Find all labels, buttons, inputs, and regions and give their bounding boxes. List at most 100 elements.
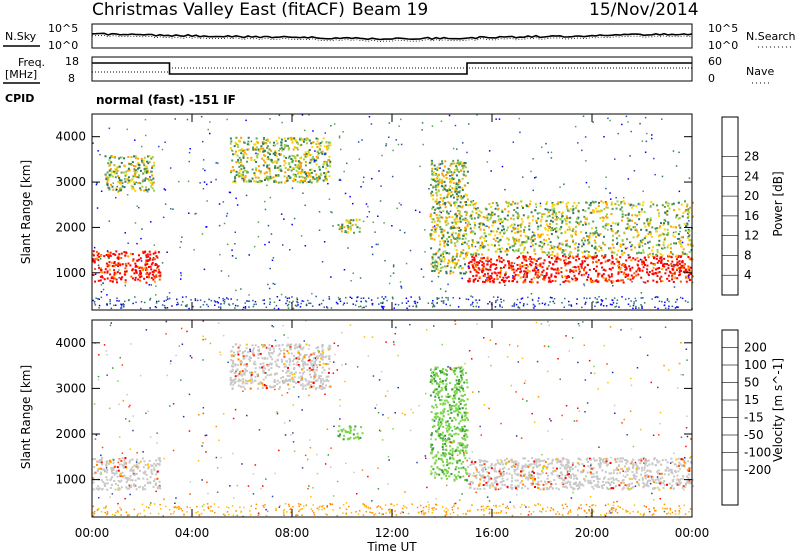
data-cell: [111, 476, 114, 479]
data-cell: [431, 432, 433, 435]
data-cell: [137, 477, 139, 480]
data-cell: [533, 267, 536, 270]
data-cell: [120, 252, 123, 255]
data-cell: [339, 179, 342, 181]
data-cell: [153, 478, 156, 481]
data-cell: [300, 384, 303, 387]
data-cell: [586, 278, 589, 281]
data-cell: [270, 160, 273, 163]
data-cell: [462, 267, 464, 269]
data-cell: [434, 228, 437, 231]
data-cell: [245, 343, 248, 346]
data-cell: [486, 280, 489, 283]
data-cell: [503, 299, 505, 302]
data-cell: [278, 366, 281, 368]
data-cell: [461, 414, 464, 417]
data-cell: [527, 205, 530, 208]
data-cell: [575, 303, 578, 305]
data-cell: [576, 217, 578, 220]
data-cell: [556, 252, 559, 255]
data-cell: [687, 243, 690, 246]
data-cell: [234, 304, 237, 307]
data-cell: [594, 241, 597, 244]
data-cell: [440, 433, 443, 436]
data-cell: [295, 363, 298, 366]
data-cell: [298, 167, 301, 170]
data-cell: [581, 149, 583, 152]
data-cell: [121, 457, 124, 460]
data-cell: [562, 280, 565, 283]
data-cell: [436, 207, 439, 210]
data-cell: [488, 226, 490, 229]
data-cell: [430, 192, 433, 195]
data-cell: [243, 141, 246, 144]
data-cell: [456, 198, 459, 201]
data-cell: [432, 206, 435, 209]
data-cell: [202, 188, 205, 190]
data-cell: [593, 247, 596, 250]
data-cell: [565, 215, 568, 218]
data-cell: [552, 268, 555, 271]
data-cell: [114, 488, 117, 491]
data-cell: [152, 181, 155, 184]
data-cell: [644, 225, 647, 228]
data-cell: [451, 216, 454, 219]
data-cell: [147, 273, 150, 276]
data-cell: [304, 245, 307, 247]
data-cell: [457, 306, 460, 308]
data-cell: [461, 277, 463, 280]
data-cell: [640, 276, 643, 279]
data-cell: [666, 234, 669, 236]
data-cell: [308, 359, 311, 362]
data-cell: [207, 305, 210, 308]
data-cell: [655, 244, 658, 247]
data-cell: [574, 225, 577, 228]
data-cell: [108, 174, 111, 176]
data-cell: [438, 203, 441, 206]
data-cell: [153, 280, 156, 283]
data-cell: [288, 297, 290, 299]
data-cell: [457, 471, 460, 473]
data-cell: [459, 180, 462, 183]
data-cell: [305, 304, 308, 307]
data-cell: [319, 144, 322, 147]
data-cell: [611, 266, 614, 269]
data-cell: [424, 251, 426, 253]
data-cell: [528, 222, 531, 225]
data-cell: [203, 181, 206, 183]
data-cell: [262, 362, 265, 365]
data-cell: [281, 370, 284, 372]
data-cell: [674, 264, 677, 267]
data-cell: [558, 211, 561, 214]
data-cell: [124, 174, 127, 177]
data-cell: [625, 115, 628, 118]
data-cell: [381, 154, 383, 157]
data-cell: [310, 381, 313, 383]
data-cell: [432, 198, 435, 201]
data-cell: [621, 213, 624, 216]
data-cell: [556, 230, 559, 233]
data-cell: [635, 205, 638, 208]
data-cell: [349, 220, 351, 223]
data-cell: [634, 258, 637, 261]
data-cell: [342, 131, 344, 133]
data-cell: [477, 213, 480, 216]
data-cell: [302, 140, 305, 143]
data-cell: [548, 227, 551, 229]
data-cell: [626, 223, 629, 226]
data-cell: [461, 252, 464, 255]
data-cell: [547, 151, 549, 154]
data-cell: [289, 137, 292, 140]
data-cell: [513, 262, 516, 265]
data-cell: [348, 431, 351, 434]
data-cell: [294, 371, 297, 374]
data-cell: [275, 161, 278, 164]
data-cell: [234, 380, 237, 383]
data-cell: [608, 259, 611, 262]
data-cell: [458, 400, 461, 403]
data-cell: [421, 122, 424, 124]
data-cell: [109, 273, 112, 276]
data-cell: [99, 275, 102, 278]
data-cell: [309, 172, 312, 175]
data-cell: [473, 206, 476, 209]
